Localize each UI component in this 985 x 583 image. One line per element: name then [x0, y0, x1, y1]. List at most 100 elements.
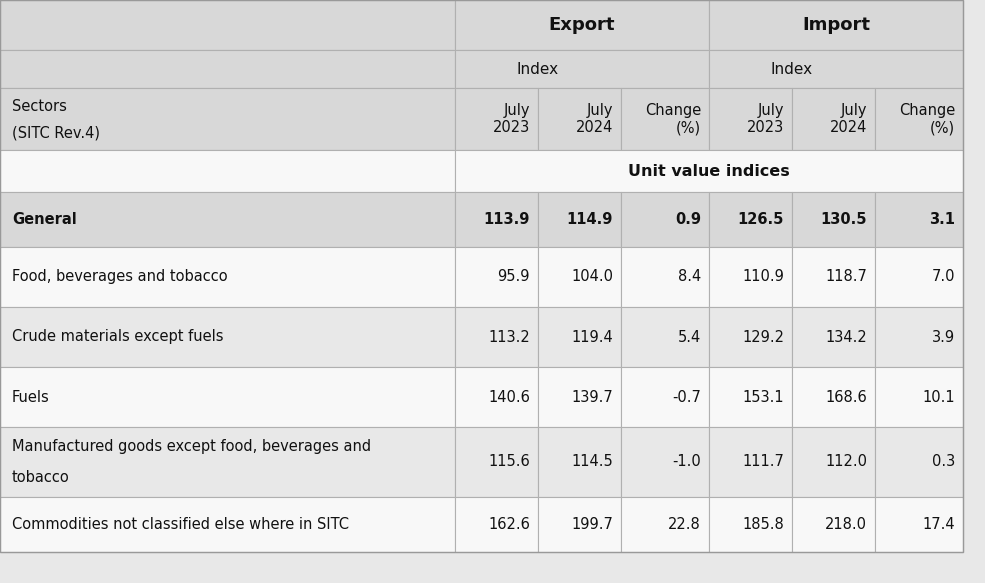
Text: 17.4: 17.4	[922, 517, 955, 532]
Bar	[0, 192, 455, 247]
Text: 0.9: 0.9	[675, 212, 701, 227]
Text: July
2024: July 2024	[575, 103, 613, 135]
Bar	[455, 88, 538, 150]
Text: Commodities not classified else where in SITC: Commodities not classified else where in…	[12, 517, 349, 532]
Text: Fuels: Fuels	[12, 389, 50, 405]
Bar	[621, 247, 709, 307]
Text: Index: Index	[771, 61, 813, 76]
Text: 162.6: 162.6	[489, 517, 530, 532]
Text: July
2023: July 2023	[492, 103, 530, 135]
Text: -0.7: -0.7	[672, 389, 701, 405]
Text: -1.0: -1.0	[672, 455, 701, 469]
Text: 130.5: 130.5	[821, 212, 867, 227]
Bar	[455, 150, 963, 192]
Bar	[621, 307, 709, 367]
Text: 3.9: 3.9	[932, 329, 955, 345]
Text: 113.9: 113.9	[484, 212, 530, 227]
Bar	[0, 150, 455, 192]
Text: 95.9: 95.9	[497, 269, 530, 285]
Bar	[0, 427, 455, 497]
Bar	[455, 0, 709, 50]
Bar	[538, 307, 621, 367]
Bar	[538, 497, 621, 552]
Text: 22.8: 22.8	[668, 517, 701, 532]
Bar	[0, 50, 455, 88]
Text: Change
(%): Change (%)	[898, 103, 955, 135]
Bar	[621, 427, 709, 497]
Bar	[709, 307, 792, 367]
Bar	[709, 367, 792, 427]
Bar	[709, 192, 792, 247]
Text: 140.6: 140.6	[489, 389, 530, 405]
Bar	[792, 427, 875, 497]
Bar	[792, 247, 875, 307]
Text: 111.7: 111.7	[742, 455, 784, 469]
Bar	[709, 247, 792, 307]
Bar	[875, 88, 963, 150]
Text: Export: Export	[549, 16, 616, 34]
Bar	[875, 427, 963, 497]
Bar	[455, 307, 538, 367]
Bar	[792, 307, 875, 367]
Bar	[621, 497, 709, 552]
Text: 139.7: 139.7	[571, 389, 613, 405]
Text: 218.0: 218.0	[825, 517, 867, 532]
Text: 118.7: 118.7	[825, 269, 867, 285]
Bar	[0, 367, 455, 427]
Text: 153.1: 153.1	[743, 389, 784, 405]
Text: Food, beverages and tobacco: Food, beverages and tobacco	[12, 269, 228, 285]
Bar	[875, 367, 963, 427]
Text: Change
(%): Change (%)	[645, 103, 701, 135]
Text: Sectors: Sectors	[12, 100, 67, 114]
Text: 119.4: 119.4	[571, 329, 613, 345]
Text: Crude materials except fuels: Crude materials except fuels	[12, 329, 224, 345]
Text: 126.5: 126.5	[738, 212, 784, 227]
Text: 134.2: 134.2	[825, 329, 867, 345]
Bar	[792, 497, 875, 552]
Text: 113.2: 113.2	[489, 329, 530, 345]
Text: General: General	[12, 212, 77, 227]
Text: July
2023: July 2023	[747, 103, 784, 135]
Text: July
2024: July 2024	[829, 103, 867, 135]
Bar	[0, 0, 455, 50]
Text: 185.8: 185.8	[743, 517, 784, 532]
Bar	[875, 307, 963, 367]
Bar	[709, 427, 792, 497]
Bar	[455, 192, 538, 247]
Bar	[621, 192, 709, 247]
Bar	[875, 247, 963, 307]
Text: 199.7: 199.7	[571, 517, 613, 532]
Text: 115.6: 115.6	[489, 455, 530, 469]
Bar	[0, 307, 455, 367]
Bar	[709, 50, 963, 88]
Bar	[709, 88, 792, 150]
Bar	[621, 88, 709, 150]
Text: (SITC Rev.4): (SITC Rev.4)	[12, 125, 100, 141]
Bar	[792, 192, 875, 247]
Bar	[455, 427, 538, 497]
Text: Unit value indices: Unit value indices	[628, 163, 790, 178]
Bar	[0, 497, 455, 552]
Bar	[709, 0, 963, 50]
Bar	[538, 88, 621, 150]
Bar	[792, 88, 875, 150]
Text: 114.9: 114.9	[566, 212, 613, 227]
Text: 112.0: 112.0	[825, 455, 867, 469]
Text: 168.6: 168.6	[825, 389, 867, 405]
Bar	[455, 497, 538, 552]
Bar	[538, 247, 621, 307]
Bar	[0, 88, 455, 150]
Text: 114.5: 114.5	[571, 455, 613, 469]
Text: 10.1: 10.1	[922, 389, 955, 405]
Bar	[875, 192, 963, 247]
Text: tobacco: tobacco	[12, 470, 70, 486]
Text: 110.9: 110.9	[742, 269, 784, 285]
Bar	[538, 367, 621, 427]
Bar	[538, 427, 621, 497]
Text: Index: Index	[517, 61, 559, 76]
Text: 129.2: 129.2	[742, 329, 784, 345]
Bar	[455, 50, 709, 88]
Text: 3.1: 3.1	[929, 212, 955, 227]
Bar	[875, 497, 963, 552]
Bar	[455, 367, 538, 427]
